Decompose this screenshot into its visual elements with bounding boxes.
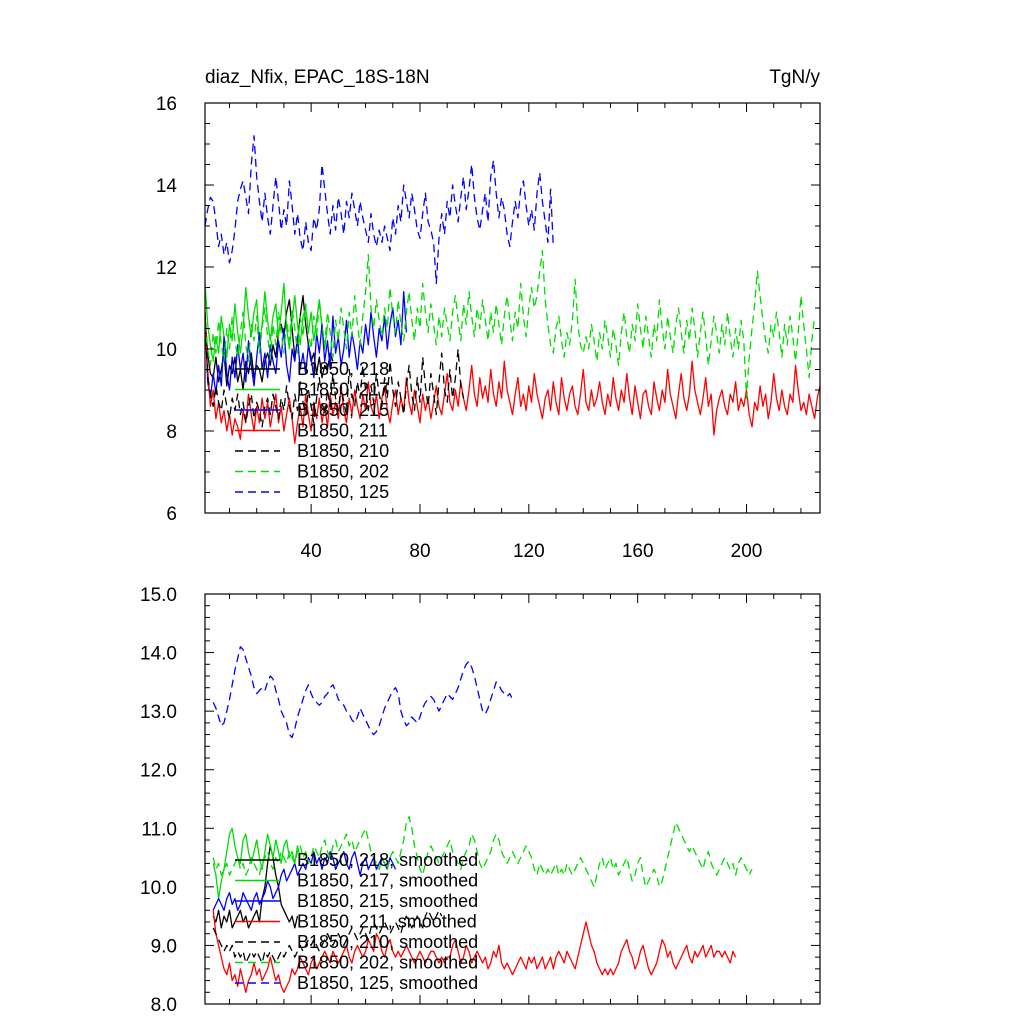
y-tick-label: 15.0 <box>140 585 177 606</box>
legend-label: B1850, 215, smoothed <box>297 891 478 911</box>
legend-label: B1850, 211, smoothed <box>297 912 477 932</box>
series-line-b1850-125 <box>205 135 554 285</box>
chart-title-right: TgN/y <box>769 67 820 88</box>
series-group <box>205 135 820 444</box>
y-tick-label: 10 <box>156 340 177 361</box>
series-line-b1850-202 <box>205 249 816 399</box>
chart-title-left: diaz_Nfix, EPAC_18S-18N <box>205 67 430 88</box>
y-tick-label: 14.0 <box>140 644 177 665</box>
series-line-b1850-210 <box>205 312 465 428</box>
top-chart-panel: 40 80 120 160 200 6 8 10 12 14 16 diaz_Nfix, EPAC_1… <box>156 67 821 562</box>
series-line-b1850-125-smoothed <box>212 646 516 739</box>
y-tick-label: 10.0 <box>140 878 177 899</box>
legend-label: B1850, 210 <box>297 441 389 461</box>
y-tick-label: 11.0 <box>141 819 177 840</box>
y-tick-label: 12 <box>156 258 177 279</box>
series-line-b1850-217-smoothed <box>212 827 301 900</box>
y-tick-label: 8.0 <box>151 995 177 1016</box>
legend-label: B1850, 125 <box>297 482 389 502</box>
legend-label: B1850, 215 <box>297 400 389 420</box>
series-line-b1850-218-smoothed <box>212 845 299 929</box>
series-group <box>212 646 753 993</box>
y-tick-label: 16 <box>156 94 177 115</box>
y-tick-label: 9.0 <box>151 936 177 957</box>
x-tick-label: 160 <box>622 541 654 562</box>
x-tick-label: 200 <box>731 541 763 562</box>
x-tick-label: 80 <box>409 541 430 562</box>
legend-label: B1850, 211 <box>297 421 388 441</box>
legend-label: B1850, 218 <box>297 359 389 379</box>
y-tick-label: 6 <box>166 504 177 525</box>
series-line-b1850-202-smoothed <box>212 815 753 888</box>
x-tick-label: 40 <box>301 541 322 562</box>
legend-label: B1850, 218, smoothed <box>297 850 478 870</box>
x-tick-label: 120 <box>513 541 545 562</box>
series-line-b1850-210-smoothed <box>212 909 443 964</box>
y-tick-label: 8 <box>166 422 177 443</box>
y-tick-label: 13.0 <box>140 702 177 723</box>
legend-label: B1850, 210, smoothed <box>297 932 478 952</box>
series-line-b1850-211-smoothed <box>212 910 737 993</box>
y-tick-label: 14 <box>156 176 178 197</box>
legend-label: B1850, 125, smoothed <box>297 973 478 993</box>
series-line-b1850-215-smoothed <box>212 851 397 911</box>
plot-frame <box>204 593 821 1005</box>
legend-label: B1850, 217 <box>297 380 389 400</box>
legend-label: B1850, 202 <box>297 462 389 482</box>
legend-label: B1850, 202, smoothed <box>297 953 478 973</box>
legend-label: B1850, 217, smoothed <box>297 871 478 891</box>
bottom-chart-panel: 8.0 9.0 10.0 11.0 12.0 13.0 14.0 15.0 B1850, 218… <box>140 585 821 1016</box>
y-tick-label: 12.0 <box>140 761 177 782</box>
